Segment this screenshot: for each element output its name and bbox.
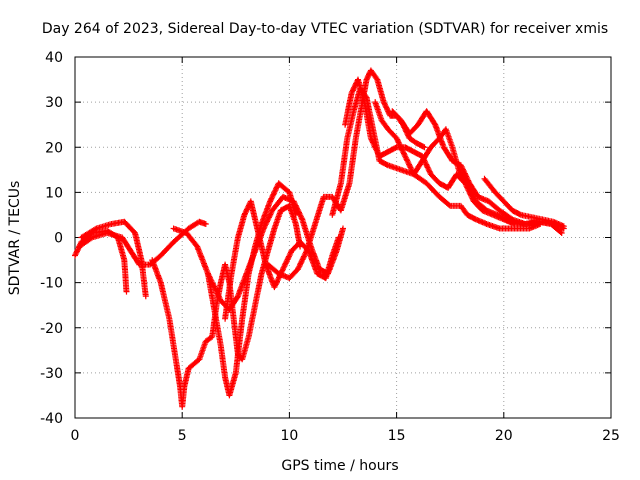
y-axis-label: SDTVAR / TECUs — [7, 181, 23, 296]
series-track-7 — [222, 198, 342, 322]
series-track-12 — [389, 108, 567, 232]
y-tick-label: -10 — [40, 276, 63, 292]
data-point-markers — [204, 193, 346, 313]
chart-title: Day 264 of 2023, Sidereal Day-to-day VTE… — [42, 21, 608, 37]
y-tick-label: -20 — [40, 321, 63, 337]
y-tick-label: 30 — [45, 95, 63, 111]
series-track-6 — [204, 193, 346, 313]
x-tick-label: 5 — [178, 428, 187, 444]
axis-ticks — [74, 56, 612, 419]
series-track-3 — [76, 218, 209, 268]
data-point-markers — [389, 108, 567, 232]
series-track-2 — [78, 218, 149, 300]
data-point-markers — [76, 218, 209, 268]
x-tick-label: 20 — [495, 428, 513, 444]
y-tick-label: -40 — [40, 411, 63, 427]
data-point-markers — [78, 218, 149, 300]
y-tick-label: 40 — [45, 50, 63, 66]
y-tick-label: 0 — [54, 231, 63, 247]
data-point-markers — [342, 76, 529, 227]
data-point-markers — [222, 198, 342, 322]
x-tick-label: 0 — [71, 428, 80, 444]
x-tick-label: 15 — [388, 428, 406, 444]
x-tick-label: 10 — [280, 428, 298, 444]
y-tick-label: 10 — [45, 185, 63, 201]
series-track-13 — [481, 175, 567, 230]
y-tick-label: 20 — [45, 140, 63, 156]
axis-tick-labels: 0 5 10 15 20 25 -40 -30 -20 -10 0 10 20 30 40 — [40, 50, 620, 444]
x-axis-label: GPS time / hours — [281, 458, 398, 474]
series-track-10 — [342, 76, 529, 227]
data-point-markers — [481, 175, 567, 230]
x-tick-label: 25 — [602, 428, 620, 444]
y-tick-label: -30 — [40, 366, 63, 382]
data-points — [72, 67, 567, 410]
